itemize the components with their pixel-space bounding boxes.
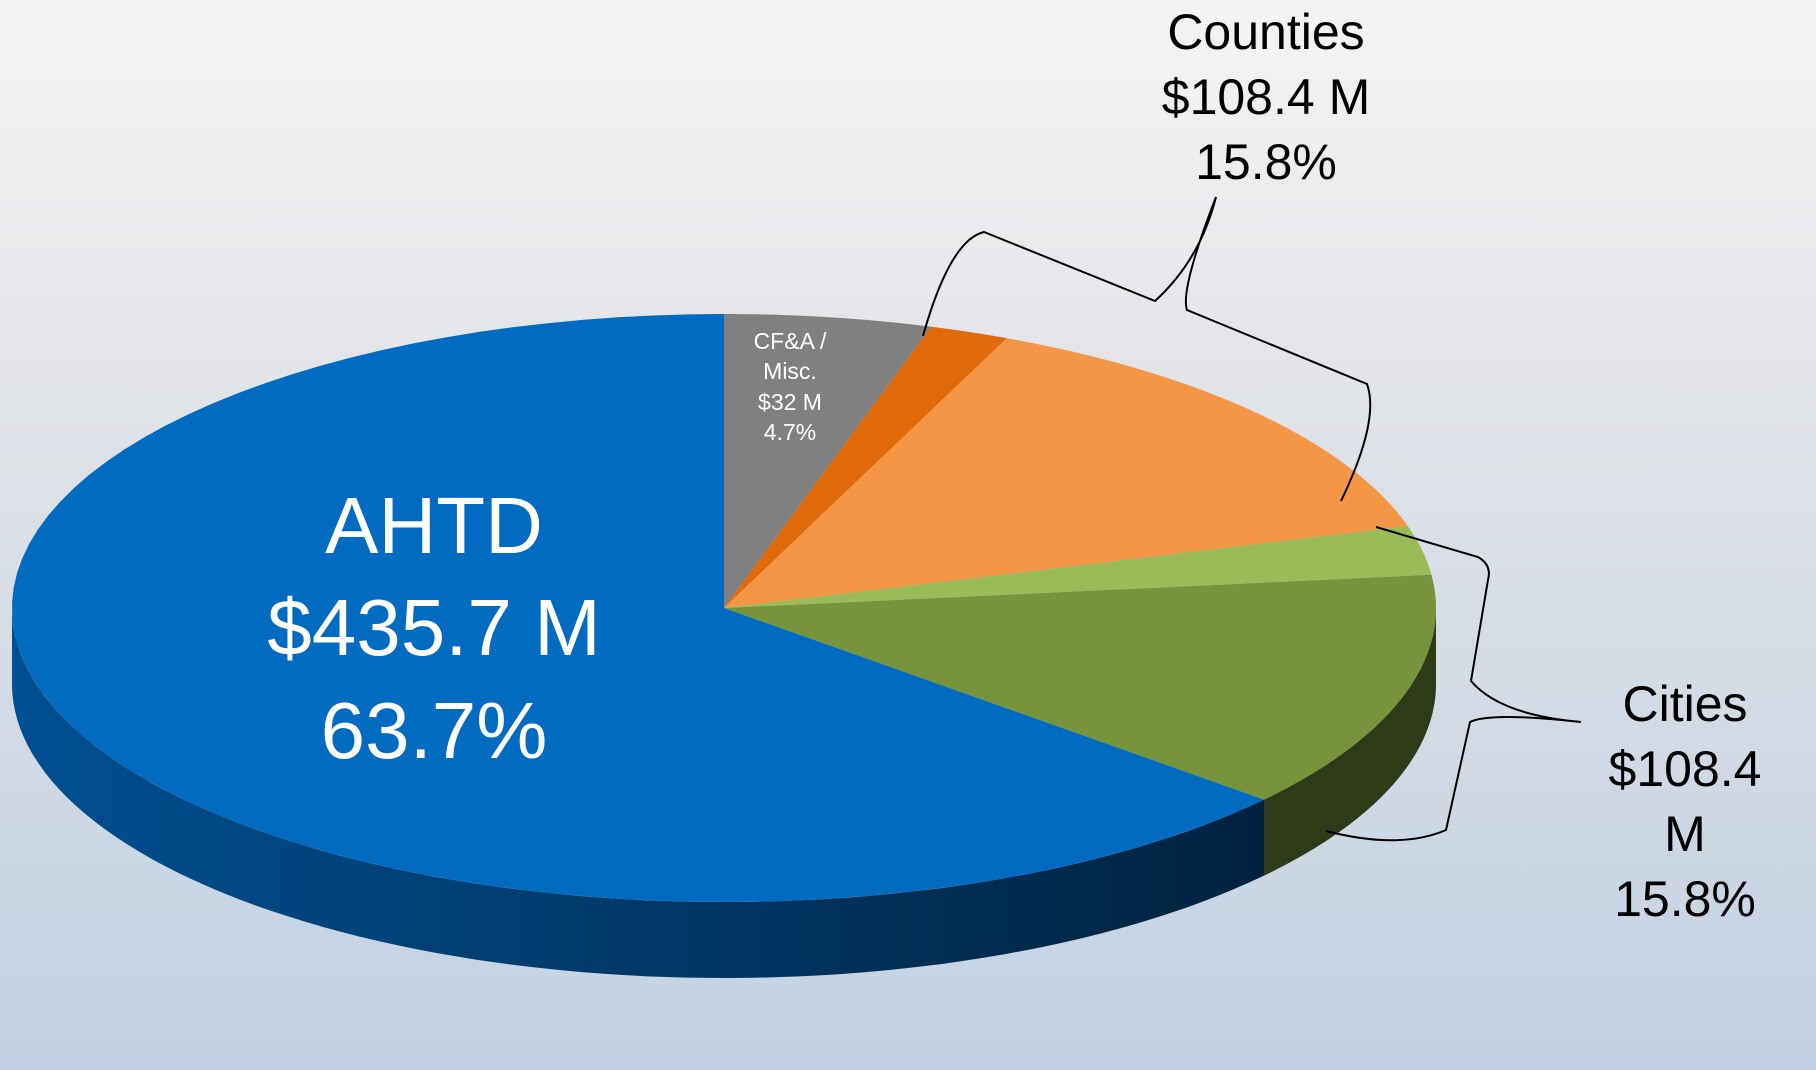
slice-name: AHTD bbox=[325, 481, 543, 570]
slice-name: Cities bbox=[1622, 676, 1748, 732]
pie-top bbox=[12, 314, 1436, 902]
pie-slice bbox=[724, 326, 1007, 608]
pie-slice bbox=[724, 314, 932, 608]
side-wall bbox=[12, 608, 1264, 978]
slice-amount: $108.4 M bbox=[1161, 69, 1371, 125]
pie-slice bbox=[12, 314, 1265, 902]
slice-percent: 63.7% bbox=[320, 685, 548, 775]
pie-slice bbox=[724, 526, 1432, 608]
slice-name: Counties bbox=[1167, 4, 1365, 60]
slice-amount: $435.7 M bbox=[267, 583, 601, 673]
slice bbox=[724, 326, 1408, 608]
ahtd-label: AHTD $435.7 M 63.7% bbox=[267, 475, 601, 782]
counties-label: Counties $108.4 M 15.8% bbox=[1162, 0, 1370, 195]
slice-percent: 15.8% bbox=[1195, 134, 1337, 190]
slice-name: CF&A / Misc. bbox=[753, 328, 827, 385]
cities-label: Cities $108.4 M 15.8% bbox=[1609, 672, 1762, 932]
cities-bracket bbox=[1325, 526, 1582, 842]
slice-percent: 15.8% bbox=[1614, 871, 1756, 927]
pie-slice bbox=[724, 574, 1436, 800]
slice bbox=[724, 314, 932, 608]
slice-percent: 4.7% bbox=[763, 419, 817, 446]
slice-amount: $32 M bbox=[758, 388, 822, 415]
side-wall bbox=[1264, 608, 1436, 876]
side-walls bbox=[12, 608, 1436, 978]
counties-bracket bbox=[922, 196, 1372, 502]
slice-amount: $108.4 M bbox=[1608, 741, 1762, 862]
slice bbox=[12, 314, 1265, 902]
cfa-label: CF&A / Misc. $32 M 4.7% bbox=[745, 326, 835, 447]
pie-slice bbox=[724, 338, 1408, 608]
slice bbox=[724, 526, 1436, 800]
